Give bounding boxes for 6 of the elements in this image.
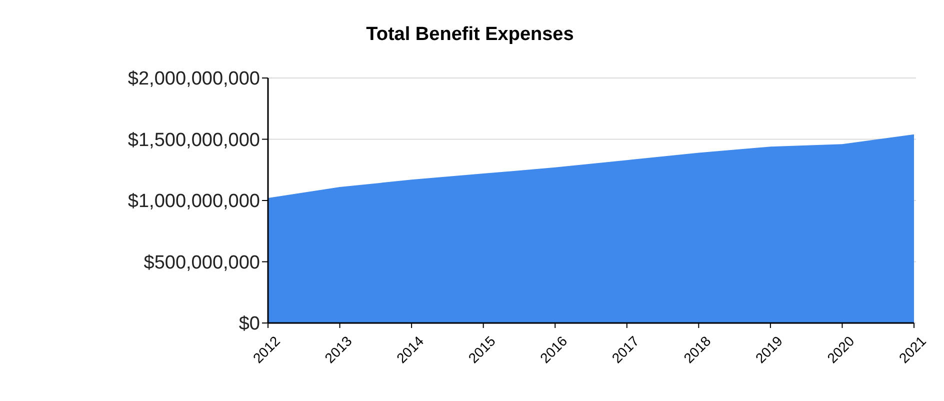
chart-title: Total Benefit Expenses — [366, 24, 574, 45]
y-tick-label: $2,000,000,000 — [128, 68, 260, 90]
y-tick-label: $500,000,000 — [144, 252, 260, 274]
y-tick-label: $1,000,000,000 — [128, 191, 260, 212]
y-tick-label: $0 — [238, 314, 260, 335]
y-tick-label: $1,500,000,000 — [128, 130, 260, 151]
